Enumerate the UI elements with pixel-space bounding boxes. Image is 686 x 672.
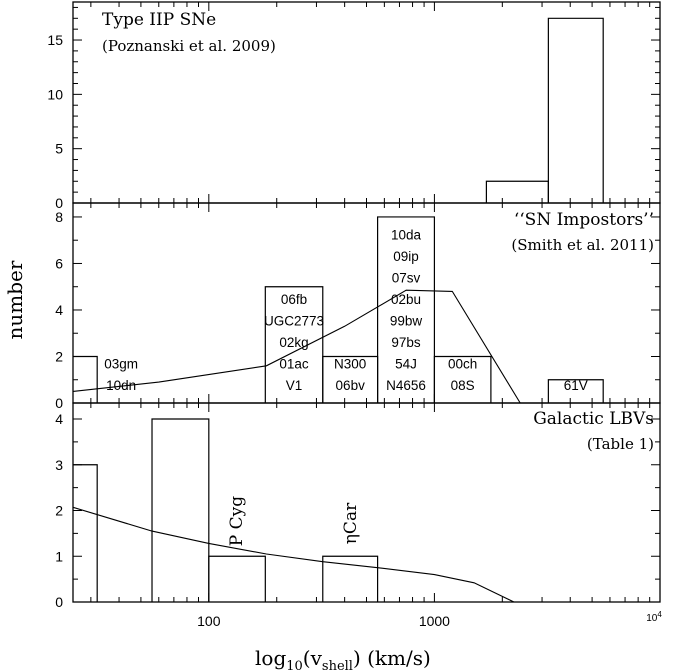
galactic-lbv-label-etacar: ηCar	[341, 502, 361, 544]
sn-impostors-bin-label: 02kg	[279, 335, 308, 350]
sn-impostors-bin-label: 01ac	[279, 357, 309, 372]
sn-impostors-bin-label: 97bs	[391, 335, 421, 350]
type-iip-frame	[72, 1, 661, 204]
sn-impostors-bar-4	[433, 355, 492, 403]
galactic-lbv-y-tick-label: 4	[55, 411, 63, 427]
x-axis-label: log10(vshell) (km/s)	[255, 646, 431, 672]
sn-impostors-bin-label: UGC2773	[264, 314, 324, 329]
type-iip-subtitle: (Poznanski et al. 2009)	[102, 37, 276, 55]
sn-impostors-title: ‘‘SN Impostors’’	[514, 210, 654, 230]
sn-impostors-frame	[72, 202, 661, 404]
type-iip-panel: 0 5 10 15 Type IIP SNe (Poznanski et al. 2009…	[47, 1, 661, 211]
galactic-lbv-y-tick-label: 2	[55, 503, 63, 519]
sn-impostors-bar-5	[547, 379, 604, 403]
type-iip-y-tick-label: 15	[47, 32, 63, 48]
galactic-lbv-bar-0	[73, 464, 98, 602]
sn-impostors-bin-label: 06bv	[336, 378, 366, 393]
galactic-lbv-curve	[72, 506, 515, 603]
galactic-lbv-bar-3	[322, 555, 379, 602]
galactic-lbv-x-tick-label: 100	[197, 613, 221, 629]
sn-impostors-bin-label: N300	[334, 357, 366, 372]
sn-impostors-bin-label: 08S	[451, 378, 475, 393]
galactic-lbv-y-tick-label: 0	[55, 594, 63, 610]
type-iip-bar-1	[547, 17, 604, 203]
sn-impostors-bin-label: 06fb	[281, 292, 307, 307]
sn-impostors-y-tick-label: 8	[55, 209, 63, 225]
galactic-lbv-x-tick-label: 1000	[419, 613, 450, 629]
sn-impostors-bin-label: 54J	[395, 357, 417, 372]
sn-impostors-y-tick-label: 4	[55, 302, 63, 318]
sn-impostors-bin-label: N4656	[386, 378, 426, 393]
sn-impostors-y-tick-label: 6	[55, 255, 63, 271]
galactic-lbv-bar-1	[151, 418, 210, 602]
sn-impostors-bin-label: 02bu	[391, 292, 421, 307]
type-iip-y-tick-label: 10	[47, 86, 63, 102]
galactic-lbv-bar-2	[208, 555, 266, 602]
galactic-lbv-frame	[72, 402, 661, 603]
sn-impostors-bin-label: V1	[286, 378, 303, 393]
sn-impostors-bin-label: 10da	[391, 228, 422, 243]
type-iip-y-tick-label: 0	[55, 195, 63, 211]
sn-impostors-y-tick-label: 0	[55, 395, 63, 411]
galactic-lbv-panel: 0 1 2 3 4 Galactic LBVs (Table 1) P Cyg ηCar 100 1…	[55, 402, 662, 629]
galactic-lbv-label-pcyg: P Cyg	[227, 496, 247, 546]
sn-impostors-bin-label: 03gm	[104, 357, 138, 372]
sn-impostors-bin-label: 07sv	[392, 271, 421, 286]
galactic-lbv-subtitle: (Table 1)	[587, 435, 654, 453]
type-iip-bar-0	[485, 180, 549, 203]
sn-impostors-bar-0	[73, 355, 98, 403]
sn-impostors-bar-3	[377, 216, 436, 403]
sn-impostors-bin-label: 10dn	[106, 378, 136, 393]
type-iip-title: Type IIP SNe	[102, 10, 216, 30]
sn-impostors-bin-label: 09ip	[393, 249, 419, 264]
galactic-lbv-title: Galactic LBVs	[533, 409, 654, 429]
sn-impostors-y-tick-label: 2	[55, 348, 63, 364]
galactic-lbv-y-tick-label: 1	[55, 548, 63, 564]
type-iip-y-tick-label: 5	[55, 141, 63, 157]
sn-impostors-panel: 0 2 4 6 8 03gm 10dn 06fb UGC2773 02kg 01ac V1 N300 06…	[55, 202, 661, 411]
galactic-lbv-y-tick-label: 3	[55, 457, 63, 473]
sn-impostors-subtitle: (Smith et al. 2011)	[511, 236, 654, 254]
y-axis-label: number	[3, 260, 27, 339]
sn-impostors-bin-label: 99bw	[390, 314, 423, 329]
sn-impostors-curve	[72, 289, 521, 404]
sn-impostors-bin-label: 00ch	[448, 357, 477, 372]
sn-impostors-bin-label: 61V	[564, 378, 588, 393]
galactic-lbv-x-tick-label: 104	[646, 610, 662, 624]
sn-impostors-bar-1	[264, 286, 324, 403]
